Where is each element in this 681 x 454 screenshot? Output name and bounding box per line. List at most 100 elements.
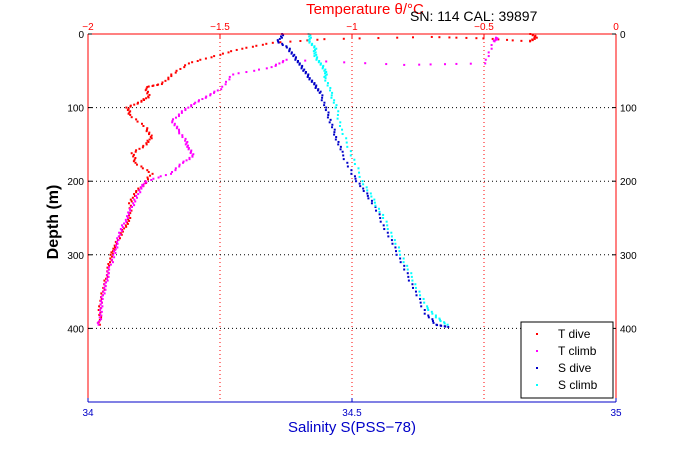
data-point bbox=[148, 133, 150, 136]
legend-marker bbox=[536, 367, 538, 369]
data-point bbox=[143, 182, 146, 185]
data-point bbox=[379, 220, 382, 223]
data-point bbox=[106, 270, 109, 273]
data-point bbox=[245, 71, 248, 74]
data-point bbox=[121, 226, 124, 229]
data-point bbox=[118, 231, 121, 234]
data-point bbox=[311, 79, 314, 82]
data-point bbox=[365, 186, 368, 189]
data-point bbox=[115, 244, 117, 247]
data-point bbox=[245, 46, 248, 49]
data-point bbox=[187, 148, 190, 151]
data-point bbox=[281, 61, 284, 64]
data-point bbox=[362, 187, 365, 190]
data-point bbox=[184, 137, 187, 140]
data-point bbox=[414, 290, 417, 293]
data-point bbox=[281, 44, 284, 47]
data-point bbox=[187, 62, 190, 65]
data-point bbox=[370, 195, 373, 198]
salinity-tick-label: 35 bbox=[610, 408, 622, 419]
data-point bbox=[431, 320, 434, 323]
data-point bbox=[334, 106, 337, 109]
data-point bbox=[221, 85, 224, 88]
data-point bbox=[358, 37, 361, 40]
data-point bbox=[114, 246, 116, 249]
data-point bbox=[133, 198, 136, 201]
data-point bbox=[126, 222, 129, 225]
legend-entry-label: T climb bbox=[558, 344, 597, 358]
data-point bbox=[98, 313, 101, 316]
data-point bbox=[241, 47, 244, 50]
data-point bbox=[140, 187, 143, 190]
data-point bbox=[128, 214, 131, 217]
data-point bbox=[167, 76, 170, 79]
data-point bbox=[313, 55, 316, 58]
data-point bbox=[129, 198, 132, 201]
data-point bbox=[316, 56, 319, 59]
data-point bbox=[141, 146, 144, 149]
data-point bbox=[285, 46, 288, 49]
data-point bbox=[204, 57, 207, 60]
data-point bbox=[177, 113, 180, 116]
data-point bbox=[119, 232, 122, 235]
data-point bbox=[146, 127, 149, 130]
data-point bbox=[325, 73, 328, 76]
data-point bbox=[361, 180, 364, 183]
data-point bbox=[378, 213, 381, 216]
data-point bbox=[278, 62, 281, 65]
data-point bbox=[129, 105, 132, 108]
data-point bbox=[135, 194, 138, 197]
data-point bbox=[274, 64, 277, 67]
data-point bbox=[295, 56, 297, 59]
data-point bbox=[296, 61, 299, 64]
data-point bbox=[390, 235, 393, 238]
data-point bbox=[156, 84, 159, 87]
data-point bbox=[135, 118, 138, 121]
data-point bbox=[324, 68, 327, 71]
data-point bbox=[497, 38, 500, 41]
data-point bbox=[346, 161, 349, 164]
data-point bbox=[403, 268, 406, 271]
data-point bbox=[275, 63, 277, 66]
data-point bbox=[399, 257, 402, 260]
data-point bbox=[346, 145, 349, 148]
data-point bbox=[145, 130, 148, 133]
data-point bbox=[307, 73, 310, 76]
data-point bbox=[130, 116, 133, 119]
data-point bbox=[127, 112, 130, 115]
data-point bbox=[307, 74, 309, 77]
data-point bbox=[179, 67, 182, 70]
data-point bbox=[364, 62, 367, 65]
data-point bbox=[444, 325, 447, 328]
data-point bbox=[353, 175, 356, 178]
data-point bbox=[124, 218, 127, 221]
data-point bbox=[209, 94, 212, 97]
data-point bbox=[270, 66, 273, 69]
data-point bbox=[308, 35, 311, 38]
data-point bbox=[323, 104, 326, 107]
data-point bbox=[331, 123, 334, 126]
series-s-climb bbox=[307, 33, 449, 326]
data-point bbox=[315, 53, 318, 56]
data-point bbox=[164, 79, 167, 82]
data-point bbox=[201, 98, 204, 101]
data-point bbox=[142, 125, 145, 127]
data-point bbox=[137, 187, 140, 190]
data-point bbox=[204, 96, 207, 99]
data-point bbox=[304, 71, 307, 74]
data-point bbox=[328, 121, 331, 124]
data-point bbox=[147, 178, 149, 181]
data-point bbox=[288, 48, 291, 51]
data-point bbox=[506, 38, 509, 41]
data-point bbox=[333, 133, 336, 136]
data-point bbox=[102, 290, 105, 293]
data-point bbox=[310, 80, 313, 83]
data-point bbox=[370, 202, 373, 205]
data-point bbox=[379, 217, 382, 219]
data-point bbox=[142, 144, 145, 147]
data-point bbox=[196, 59, 199, 62]
data-point bbox=[135, 190, 138, 193]
data-point bbox=[178, 130, 181, 133]
data-point bbox=[137, 193, 140, 196]
